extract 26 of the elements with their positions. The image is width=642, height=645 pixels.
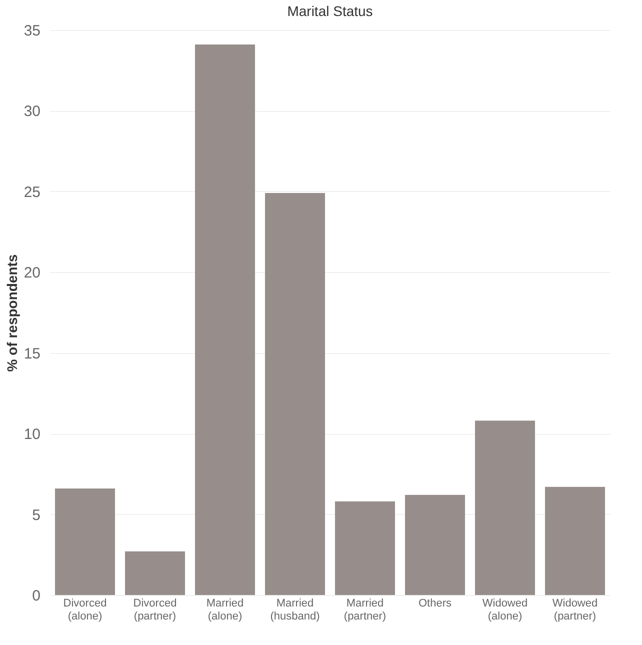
y-tick-label: 15 [24, 345, 40, 362]
x-tick-label: Widowed (alone) [482, 598, 528, 622]
bar [265, 193, 325, 595]
bar [125, 551, 185, 595]
x-tick-label: Widowed (partner) [552, 598, 598, 622]
y-axis-title: % of respondents [4, 254, 20, 372]
x-tick-label: Married (alone) [206, 598, 244, 622]
x-tick-label: Divorced (partner) [133, 598, 177, 622]
y-tick-label: 10 [24, 426, 40, 444]
x-tick-label: Married (husband) [270, 598, 320, 622]
bar [475, 420, 535, 595]
bar [335, 501, 395, 595]
y-tick-label: 20 [24, 264, 40, 282]
y-tick-label: 0 [32, 588, 40, 604]
bar [405, 494, 465, 595]
bar [545, 486, 605, 595]
x-tick-label: Married (partner) [344, 598, 386, 622]
bar [195, 44, 255, 595]
x-tick-label: Others [418, 598, 452, 610]
chart-title: Marital Status [287, 3, 373, 19]
y-tick-label: 35 [24, 22, 40, 40]
y-tick-label: 30 [24, 103, 40, 120]
y-tick-label: 25 [24, 184, 40, 201]
y-tick-label: 5 [32, 506, 40, 524]
x-tick-label: Divorced (alone) [63, 598, 107, 622]
bar [55, 488, 115, 595]
